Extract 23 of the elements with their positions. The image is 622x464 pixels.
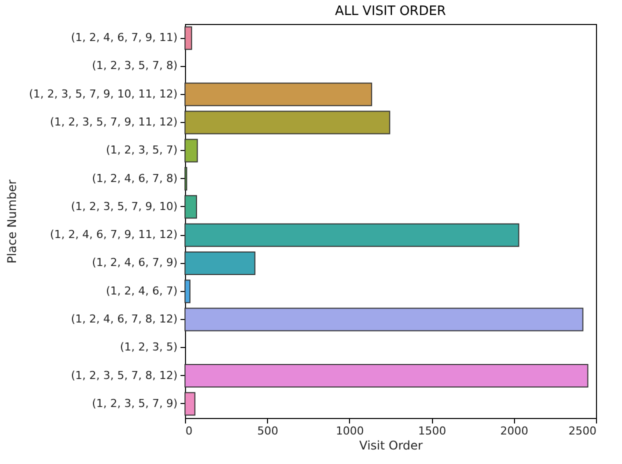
- y-tick-label: (1, 2, 3, 5, 7, 9, 11, 12): [50, 116, 178, 128]
- y-tick-label: (1, 2, 3, 5, 7, 8, 12): [70, 368, 178, 382]
- y-tick-label: (1, 2, 3, 5): [120, 340, 178, 354]
- y-tick-label: (1, 2, 4, 6, 7): [106, 284, 178, 298]
- y-tick-label: (1, 2, 3, 5, 7, 9, 10): [70, 200, 178, 213]
- y-axis-title: Place Number: [4, 179, 19, 264]
- x-tick-label: 2500: [568, 424, 596, 438]
- y-tick-label: (1, 2, 3, 5, 7): [106, 144, 178, 157]
- x-tick-label: 500: [257, 424, 278, 438]
- y-tick-label: (1, 2, 4, 6, 7, 8): [92, 172, 178, 185]
- x-tick-label: 1500: [418, 424, 446, 438]
- y-tick-label: (1, 2, 4, 6, 7, 9, 11, 12): [50, 228, 178, 242]
- y-tick-label: (1, 2, 3, 5, 7, 8): [92, 59, 178, 72]
- chart-title: ALL VISIT ORDER: [335, 4, 446, 19]
- x-tick-label: 0: [186, 424, 192, 438]
- x-axis-title: Visit Order: [359, 438, 423, 452]
- x-tick-label: 2000: [500, 424, 528, 438]
- y-tick-label: (1, 2, 3, 5, 7, 9): [92, 396, 178, 410]
- x-tick-label: 1000: [336, 424, 364, 438]
- y-tick-label: (1, 2, 4, 6, 7, 9): [92, 256, 178, 270]
- y-tick-label: (1, 2, 3, 5, 7, 9, 10, 11, 12): [28, 87, 178, 100]
- y-tick-label: (1, 2, 4, 6, 7, 8, 12): [70, 312, 178, 326]
- y-tick-label: (1, 2, 4, 6, 7, 9, 11): [70, 31, 178, 44]
